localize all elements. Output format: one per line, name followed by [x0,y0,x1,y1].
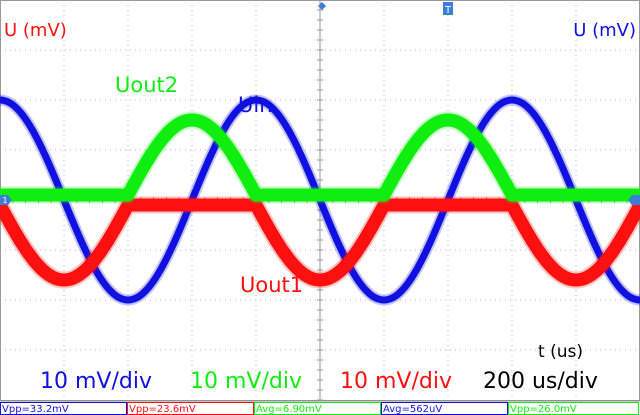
trace-uout1 [0,196,640,289]
labels: U (mV) U (mV) Uout2 Uin Uout1 t (us) 10 … [4,20,636,394]
ch1-marker-text: 1 [2,196,7,205]
time-axis-label: t (us) [538,342,583,362]
trace-uout1-line [0,198,640,287]
uin-scale-label: 10 mV/div [40,369,152,394]
measurement-4-text: Avg=562uV [383,404,442,415]
measurement-1-text: Vpp=33.2mV [2,404,69,415]
right-axis-label: U (mV) [573,20,636,41]
trigger-marker-top: T [443,2,453,16]
measurement-2-text: Vpp=23.6mV [129,404,196,415]
traces [0,94,640,306]
uout1-scale-label: 10 mV/div [340,369,452,394]
uin-label: Uin [238,93,273,117]
uout2-scale-label: 10 mV/div [190,369,302,394]
trigger-level-marker-right [628,195,640,205]
time-scale-label: 200 us/div [483,369,598,394]
uout1-label: Uout1 [240,273,303,297]
uout2-label: Uout2 [115,73,178,97]
measurement-3-text: Avg=6.90mV [256,404,322,415]
measurement-bar: Vpp=33.2mV Vpp=23.6mV Avg=6.90mV Avg=562… [0,400,640,415]
ch1-ground-marker-left: 1 [0,195,12,205]
left-axis-label: U (mV) [4,20,67,41]
trigger-position-marker [318,2,326,10]
trace-uout2-line [0,113,640,202]
trace-uout2 [0,111,640,204]
measurement-5-text: Vpp=26.0mV [510,404,577,415]
markers: T 1 [0,2,640,205]
trigger-marker-text: T [444,5,452,16]
